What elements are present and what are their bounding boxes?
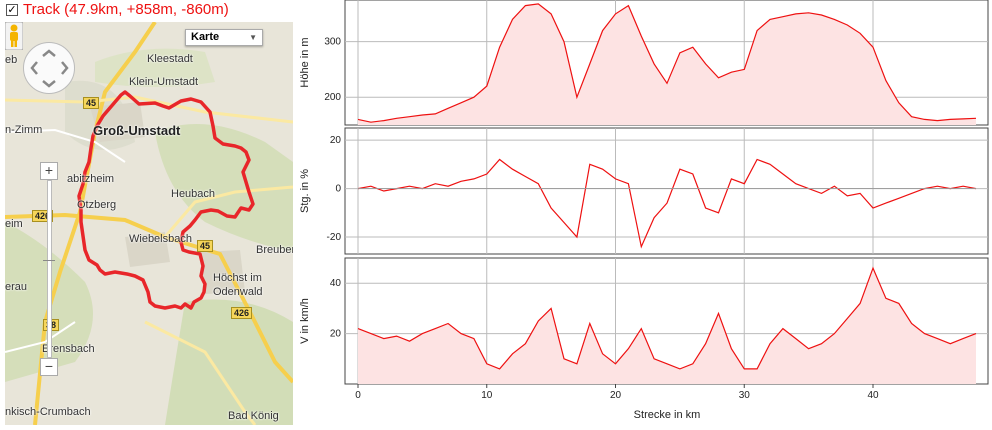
map-label-erensbach: Erensbach — [42, 343, 95, 355]
chart-frame-gradient — [344, 127, 989, 255]
road-badge-b45-south: 45 — [197, 240, 214, 252]
track-route — [77, 90, 255, 310]
area-fill-elevation — [358, 3, 976, 125]
x-tick-label: 40 — [867, 390, 879, 401]
pan-arrows-icon — [30, 49, 69, 88]
map-label-erau: erau — [5, 281, 28, 293]
map-label-kleestadt: Kleestadt — [147, 53, 193, 65]
map-label-klein-umstadt: Klein-Umstadt — [129, 76, 199, 88]
map-label-wiebelsbach: Wiebelsbach — [129, 233, 192, 245]
y-tick-label: 0 — [335, 184, 341, 195]
y-tick-label: 40 — [330, 278, 342, 289]
x-axis-label: Strecke in km — [634, 409, 701, 421]
map-label-zimm: n-Zimm — [5, 124, 43, 136]
map-view[interactable]: eb Kleestadt Klein-Umstadt Groß-Umstadt … — [5, 22, 293, 425]
map-canvas — [5, 22, 293, 425]
road-badge-b426-east: 426 — [231, 307, 253, 319]
map-label-odenwald: Odenwald — [213, 286, 263, 298]
zoom-slider-handle[interactable] — [43, 260, 55, 261]
y-tick-label: 200 — [324, 92, 341, 103]
y-tick-label: 20 — [330, 329, 342, 340]
map-label-heubach: Heubach — [171, 188, 216, 200]
zoom-in-button[interactable]: + — [40, 162, 58, 180]
y-axis-label-gradient: Stg. in % — [300, 169, 311, 213]
series-line-gradient — [357, 158, 977, 249]
y-axis-label-speed: V in km/h — [300, 298, 311, 344]
x-tick-label: 30 — [739, 390, 751, 401]
track-checkbox[interactable]: ✓ — [6, 4, 18, 16]
layer-header: ✓ Track (47.9km, +858m, -860m) — [0, 0, 300, 22]
series-line-elevation — [357, 3, 977, 123]
profile-charts: 200 300 Höhe in m -20 0 20 Stg. in % 20 40 V in k… — [299, 0, 992, 425]
road-badge-b45: 45 — [83, 97, 100, 109]
map-label-breuberg: Breuberg — [256, 244, 293, 256]
zoom-out-button[interactable]: − — [40, 358, 58, 376]
x-tick-label: 0 — [355, 390, 361, 401]
map-label-hoechst: Höchst im — [213, 272, 262, 284]
series-line-speed — [357, 266, 977, 370]
map-label-bad-koenig: Bad König — [228, 410, 279, 422]
pan-control[interactable] — [23, 42, 75, 94]
y-tick-label: 300 — [324, 37, 341, 48]
zoom-slider-track[interactable] — [47, 180, 52, 358]
dropdown-arrow-icon: ▼ — [249, 33, 257, 42]
street-view-pegman-icon[interactable] — [5, 22, 23, 50]
map-label-otzberg: Otzberg — [77, 199, 117, 211]
track-title: Track (47.9km, +858m, -860m) — [23, 1, 229, 18]
map-label-eb: eb — [5, 54, 18, 66]
y-tick-label: 20 — [330, 135, 342, 146]
y-axis-label-elevation: Höhe in m — [300, 37, 311, 87]
x-tick-label: 10 — [481, 390, 493, 401]
map-type-label: Karte — [191, 31, 220, 43]
area-fill-speed — [358, 268, 976, 384]
map-label-crumbach: nkisch-Crumbach — [5, 406, 91, 418]
map-label-heim: eim — [5, 218, 23, 230]
map-label-habitzheim: abitzheim — [67, 173, 115, 185]
map-label-gross-umstadt: Groß-Umstadt — [93, 123, 181, 138]
map-type-select[interactable]: Karte ▼ — [185, 29, 263, 46]
y-tick-label: -20 — [327, 232, 342, 243]
x-tick-label: 20 — [610, 390, 622, 401]
